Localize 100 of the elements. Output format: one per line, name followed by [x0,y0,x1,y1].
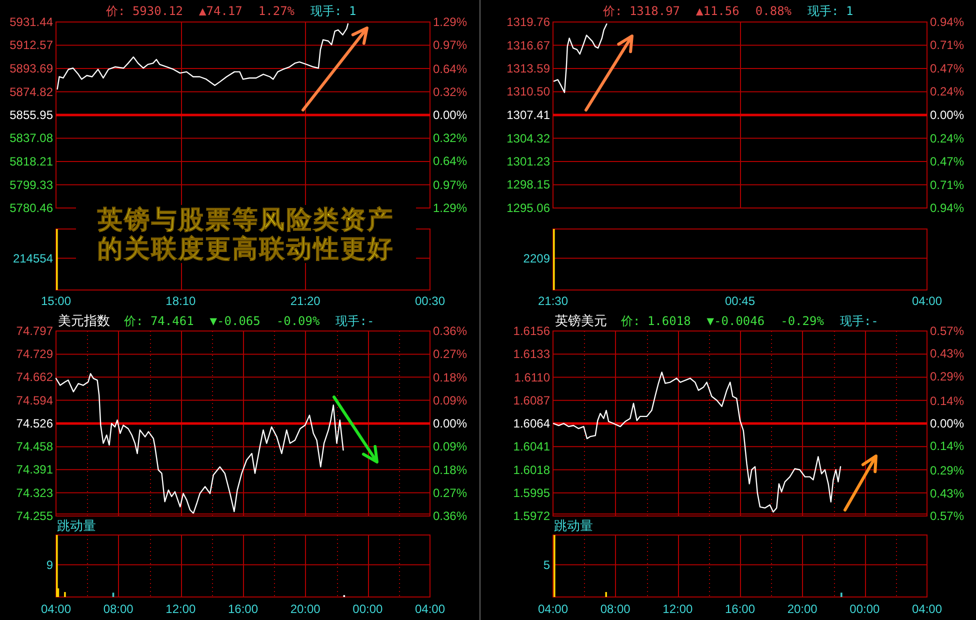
y-tick-label: 74.255 [16,509,54,523]
y2-tick-label: 0.47% [930,154,964,168]
text: ▲11.56 [696,4,740,18]
y2-tick-label: 0.57% [930,324,964,338]
y-tick-label: 1316.67 [506,38,550,52]
y2-tick-label: 0.00% [433,108,468,122]
x-tick-label: 18:10 [166,294,196,308]
text: -0.29% [780,314,825,328]
text: 9 [46,558,54,572]
annotation: 的关联度更高联动性更好 [98,234,394,263]
text: 1.27% [258,4,296,18]
text: 0.88% [755,4,792,18]
y-tick-label: 74.391 [16,462,54,477]
y2-tick-label: 0.27% [433,347,468,362]
x-tick-label: 08:00 [103,602,134,616]
y-tick-label: 74.729 [16,347,54,362]
text: 5 [543,558,550,572]
y-tick-label: 1307.41 [506,108,550,122]
y2-tick-label: 0.97% [433,178,468,192]
y2-tick-label: 0.36% [433,509,468,523]
chart-title: 跳动量 [57,518,96,533]
y-tick-label: 5837.08 [10,131,54,146]
y2-tick-label: 0.29% [930,464,964,478]
y2-tick-label: 0.27% [433,486,468,500]
text: 2209 [523,251,550,266]
y2-tick-label: 0.43% [930,486,964,500]
annotation: 英镑与股票等风险类资产 [96,205,394,234]
text: ▲74.17 [199,4,242,18]
chart-title: 美元指数 [58,313,110,328]
x-tick-label: 16:00 [228,602,258,616]
x-tick-label: 16:00 [724,602,756,616]
y-tick-label: 1310.50 [506,84,550,99]
y-tick-label: 5893.69 [10,62,54,76]
text: -0.09% [276,314,320,328]
y-tick-label: 74.323 [16,486,54,500]
y-tick-label: 1.6041 [513,440,550,454]
x-tick-label: 04:00 [538,602,568,616]
x-tick-label: 20:00 [290,602,321,616]
y2-tick-label: 0.14% [930,439,964,454]
y2-tick-label: 0.09% [433,393,468,408]
y2-tick-label: 0.94% [930,201,964,215]
y-tick-label: 74.797 [16,324,54,338]
y2-tick-label: 0.00% [930,416,964,430]
y-tick-label: 1.5995 [513,486,550,500]
x-tick-label: 04:00 [912,602,942,616]
x-tick-label: 04:00 [40,602,72,616]
y2-tick-label: 0.24% [930,132,964,146]
y2-tick-label: 0.18% [433,370,468,384]
chart-title: 跳动量 [554,518,593,533]
x-tick-label: 00:30 [414,294,446,308]
y2-tick-label: 0.36% [433,324,468,338]
y2-tick-label: 0.47% [930,62,964,76]
text: 价: 74.461 [123,314,194,328]
y-tick-label: 1301.23 [506,154,550,169]
y-tick-label: 1298.15 [506,178,550,192]
x-tick-label: 21:20 [290,294,321,308]
x-tick-label: 12:00 [166,602,196,616]
y-tick-label: 74.662 [16,370,54,384]
y2-tick-label: 0.71% [930,38,964,52]
text: 现手: 1 [310,4,356,18]
y-tick-label: 1.6018 [513,462,550,477]
text: 现手:- [336,314,374,328]
y2-tick-label: 0.14% [930,394,964,408]
y-tick-label: 1313.59 [506,61,550,76]
y-tick-label: 1.6064 [513,416,550,430]
y-tick-label: 74.594 [16,393,54,408]
y2-tick-label: 0.29% [930,369,964,384]
y-tick-label: 1.6087 [513,393,550,408]
y2-tick-label: 0.97% [433,38,468,52]
y-tick-label: 5855.95 [10,108,54,122]
text: 现手: 1 [808,4,854,18]
y2-tick-label: 0.43% [930,346,964,361]
y2-tick-label: 0.94% [930,15,964,29]
x-tick-label: 08:00 [600,602,631,616]
text: 价: 5930.12 [105,4,184,18]
x-tick-label: 04:00 [912,294,942,308]
x-tick-label: 15:00 [40,294,72,308]
text: ▼-0.0046 [706,314,765,328]
y2-tick-label: 0.24% [930,84,964,98]
x-tick-label: 20:00 [787,602,818,616]
y-tick-label: 5799.33 [10,178,54,192]
y-tick-label: 74.526 [16,416,54,430]
y2-tick-label: 0.32% [433,131,468,146]
text: 现手:- [840,314,878,328]
y-tick-label: 5931.44 [10,15,54,29]
y2-tick-label: 0.09% [433,440,468,454]
x-tick-label: 04:00 [414,602,446,616]
y-tick-label: 1295.06 [506,201,550,215]
y-tick-label: 5912.57 [10,38,54,52]
y-tick-label: 1.6133 [513,347,550,362]
y2-tick-label: 0.00% [930,108,964,122]
y2-tick-label: 0.00% [433,416,468,430]
text: 价: 1.6018 [620,314,691,328]
y-tick-label: 1.6110 [514,370,550,384]
y-tick-label: 1.5972 [513,509,550,523]
y2-tick-label: 0.32% [433,84,468,99]
y2-tick-label: 0.57% [930,509,964,523]
y2-tick-label: 1.29% [433,201,468,215]
y2-tick-label: 0.71% [930,178,964,192]
chart-title: 英镑美元 [555,313,607,328]
